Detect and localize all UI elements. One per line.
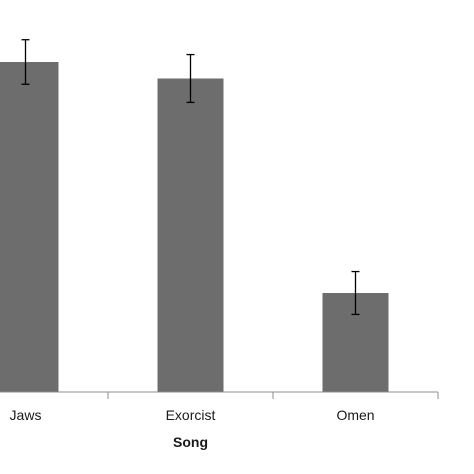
x-tick-label-exorcist: Exorcist	[166, 407, 216, 423]
x-tick-label-omen: Omen	[336, 407, 374, 423]
x-axis-ticks	[107, 392, 439, 399]
error-bars	[21, 39, 360, 316]
error-bar-omen	[351, 270, 360, 316]
bar-jaws	[0, 62, 59, 392]
error-bar-exorcist	[186, 53, 195, 104]
x-tick-label-jaws: Jaws	[10, 407, 42, 423]
x-axis-title: Song	[173, 434, 208, 450]
x-tick-labels: Jaws Exorcist Omen	[10, 407, 375, 423]
bar-exorcist	[157, 78, 224, 392]
bars	[0, 62, 389, 392]
error-bar-jaws	[21, 39, 30, 85]
